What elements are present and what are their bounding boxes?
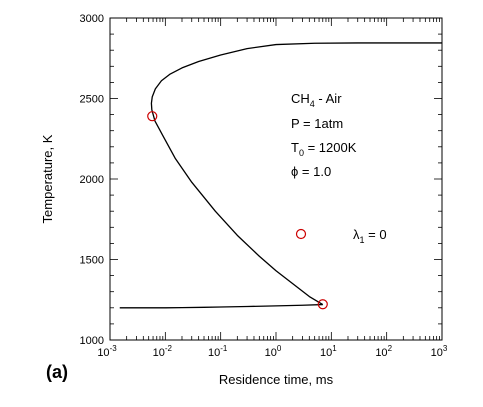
annotation-line-2: P = 1atm xyxy=(291,116,343,131)
x-tick-label: 10-3 xyxy=(97,344,117,359)
legend: λ1 = 0 xyxy=(295,227,387,245)
annotation-line-4: ϕ = 1.0 xyxy=(291,164,331,179)
panel-label: (a) xyxy=(46,362,68,382)
y-tick-labels: 1000 1500 2000 2500 3000 xyxy=(80,13,104,347)
marker-1 xyxy=(147,111,158,122)
legend-marker xyxy=(295,228,307,240)
plot-frame xyxy=(109,17,443,341)
x-tick-label: 100 xyxy=(265,344,282,359)
y-tick-label: 1000 xyxy=(80,335,104,347)
y-axis-label: Temperature, K xyxy=(40,134,55,223)
annotations: CH4 - Air P = 1atm T0 = 1200K ϕ = 1.0 xyxy=(291,91,357,179)
y-tick-label: 1500 xyxy=(80,255,104,267)
x-tick-labels: 10-3 10-2 10-1 100 101 102 103 xyxy=(97,344,448,359)
x-axis-label: Residence time, ms xyxy=(219,372,334,387)
y-tick-label: 2500 xyxy=(80,94,104,106)
curves xyxy=(119,42,442,309)
markers xyxy=(147,111,328,310)
annotation-line-3: T0 = 1200K xyxy=(291,140,357,158)
x-tick-label: 103 xyxy=(431,344,448,359)
legend-label: λ1 = 0 xyxy=(353,227,387,245)
annotation-line-1: CH4 - Air xyxy=(291,91,342,109)
y-tick-label: 2000 xyxy=(80,174,104,186)
x-tick-label: 102 xyxy=(375,344,392,359)
x-tick-label: 10-2 xyxy=(153,344,173,359)
y-tick-label: 3000 xyxy=(80,13,104,25)
x-tick-label: 10-1 xyxy=(208,344,228,359)
series-line-1 xyxy=(119,303,323,309)
marker-2 xyxy=(317,299,328,310)
series-line-2 xyxy=(150,42,442,306)
tick-marks xyxy=(109,17,443,341)
x-tick-label: 101 xyxy=(320,344,337,359)
